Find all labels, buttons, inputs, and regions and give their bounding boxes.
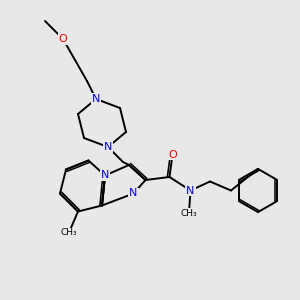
Text: N: N xyxy=(104,142,112,152)
Text: N: N xyxy=(92,94,100,104)
Text: N: N xyxy=(101,170,109,181)
Text: N: N xyxy=(129,188,138,199)
Text: O: O xyxy=(58,34,68,44)
Text: CH₃: CH₃ xyxy=(61,228,77,237)
Text: CH₃: CH₃ xyxy=(181,208,197,217)
Text: N: N xyxy=(186,185,195,196)
Text: O: O xyxy=(168,149,177,160)
